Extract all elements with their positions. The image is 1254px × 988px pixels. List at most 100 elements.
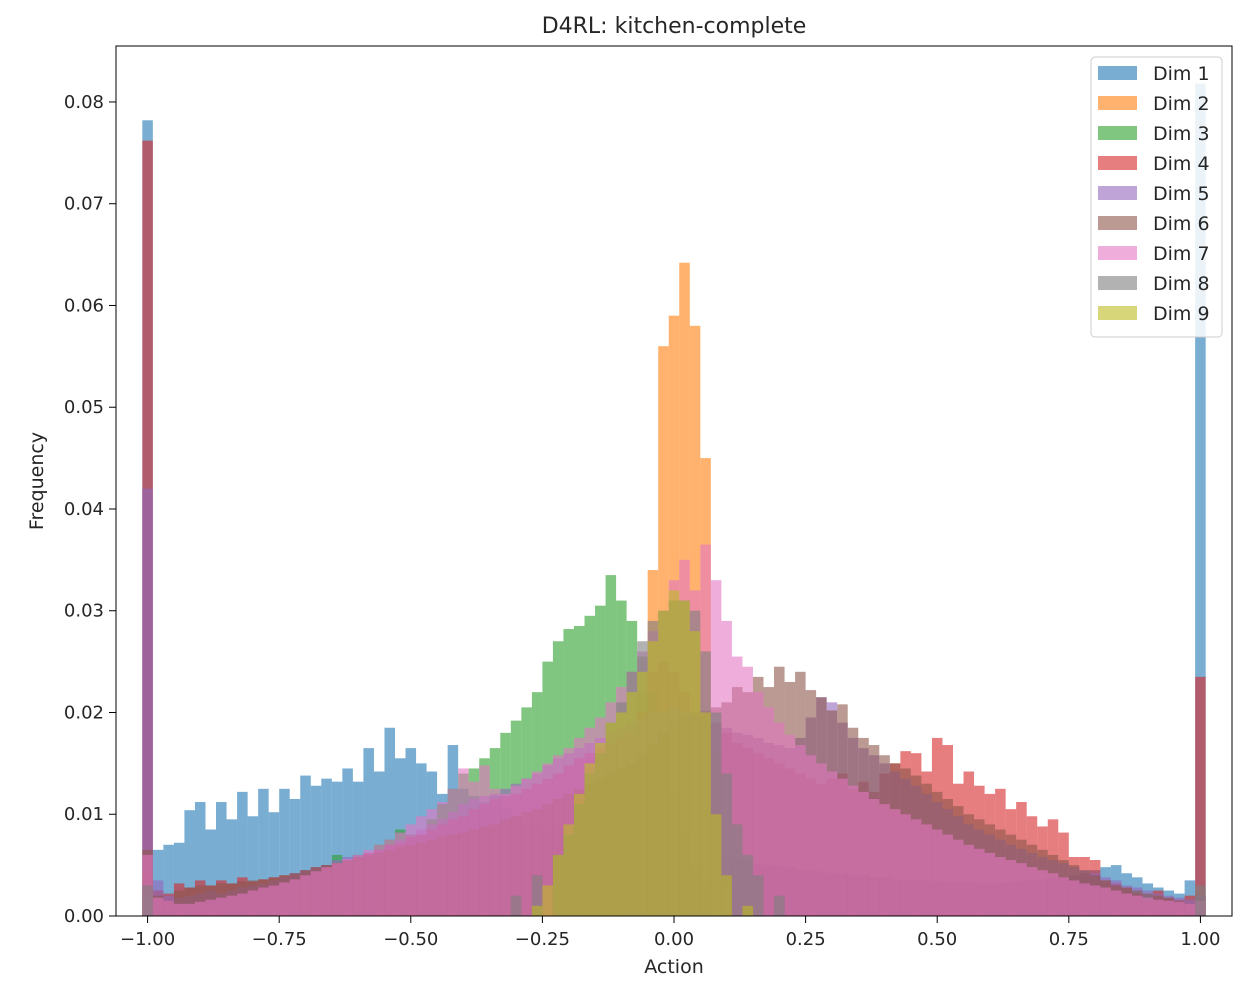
histogram-bar: [942, 834, 953, 916]
histogram-bar: [1174, 901, 1185, 916]
histogram-bar: [1163, 900, 1175, 916]
histogram-bar: [1153, 899, 1164, 916]
histogram-bar: [584, 763, 596, 916]
legend-label: Dim 3: [1153, 123, 1210, 145]
histogram-bar: [342, 768, 353, 916]
histogram-bar: [826, 771, 838, 916]
legend-swatch: [1098, 66, 1137, 80]
histogram-bar: [142, 488, 153, 916]
legend: Dim 1 Dim 2 Dim 3 Dim 4 Dim 5 Dim 6 Dim 7 Dim 8…: [1090, 56, 1223, 338]
histogram-bar: [500, 793, 511, 916]
histogram-bar: [310, 871, 322, 916]
histogram-bar: [731, 824, 743, 916]
histogram-bar: [563, 824, 574, 916]
histogram-bar: [363, 748, 374, 916]
histogram-bar: [847, 785, 859, 916]
x-axis-ticks: −1.00 −0.75 −0.50 −0.25 0.00 0.25 0.50 0.75 1.00: [120, 916, 1220, 950]
histogram-bar: [752, 875, 764, 916]
histogram-bar: [963, 844, 975, 916]
histogram-bar: [742, 905, 753, 916]
histogram-bar: [1026, 867, 1038, 916]
histogram-bar: [637, 671, 648, 916]
histogram-bar: [310, 785, 322, 916]
histogram-bar: [721, 620, 732, 916]
y-tick-label: 0.04: [64, 499, 104, 520]
x-tick-label: 0.00: [654, 929, 694, 950]
histogram-bar: [1184, 903, 1196, 916]
histogram-bar: [689, 631, 701, 916]
histogram-bar: [331, 781, 343, 916]
histogram-bar: [1079, 883, 1090, 916]
histogram-bar: [142, 885, 153, 916]
histogram-bar: [1131, 895, 1143, 916]
histogram-bar: [373, 771, 385, 916]
histogram-bar: [510, 785, 522, 916]
histogram-bar: [1195, 83, 1206, 916]
legend-swatch: [1098, 126, 1137, 140]
histogram-bar: [194, 885, 206, 916]
histogram-bar: [984, 852, 996, 916]
y-tick-label: 0.01: [64, 804, 104, 825]
histogram-bars: [142, 83, 1206, 916]
histogram-bar: [268, 885, 280, 916]
histogram-bar: [626, 692, 638, 916]
histogram-bar: [237, 791, 248, 916]
histogram-bar: [889, 809, 901, 916]
histogram-bar: [510, 895, 522, 916]
histogram-bar: [321, 778, 332, 916]
histogram-bar: [1089, 885, 1101, 916]
histogram-bar: [437, 802, 448, 916]
histogram-bar: [184, 887, 195, 916]
histogram-bar: [1068, 880, 1080, 916]
histogram-bar: [552, 755, 564, 916]
histogram-bar: [742, 666, 753, 916]
y-tick-label: 0.00: [64, 906, 104, 927]
histogram-bar: [910, 819, 922, 916]
x-tick-label: 1.00: [1180, 929, 1220, 950]
histogram-bar: [405, 824, 417, 916]
histogram-bar: [489, 788, 501, 916]
y-tick-label: 0.03: [64, 601, 104, 622]
histogram-bar: [700, 712, 711, 916]
histogram-bar: [258, 788, 269, 916]
histogram-bar: [595, 743, 606, 916]
histogram-bar: [605, 722, 617, 916]
y-axis-label: Frequency: [26, 432, 48, 530]
histogram-bar: [458, 768, 469, 916]
histogram-bar: [300, 775, 311, 916]
histogram-bar: [721, 875, 732, 916]
histogram-bar: [552, 854, 564, 916]
histogram-bar: [679, 600, 690, 916]
histogram-bar: [373, 844, 385, 916]
series-9-bars: [531, 590, 753, 916]
histogram-bar: [868, 798, 880, 916]
histogram-bar: [1037, 870, 1048, 916]
legend-swatch: [1098, 186, 1137, 200]
legend-label: Dim 6: [1153, 213, 1210, 235]
histogram-bar: [774, 722, 785, 916]
legend-swatch: [1098, 96, 1137, 110]
legend-label: Dim 7: [1153, 243, 1210, 265]
histogram-bar: [731, 656, 743, 916]
histogram-bar: [616, 712, 627, 916]
histogram-bar: [173, 890, 185, 916]
histogram-bar: [1016, 863, 1027, 916]
histogram-bar: [237, 893, 248, 916]
histogram-bar: [931, 829, 943, 916]
histogram-bar: [321, 867, 332, 916]
histogram-bar: [542, 763, 553, 916]
legend-label: Dim 5: [1153, 183, 1210, 205]
histogram-bar: [279, 882, 290, 916]
histogram-bar: [784, 734, 796, 916]
histogram-bar: [258, 887, 269, 916]
histogram-bar: [163, 844, 174, 916]
histogram-bar: [300, 875, 311, 916]
legend-swatch: [1098, 306, 1137, 320]
histogram-bar: [710, 814, 722, 916]
x-tick-label: −1.00: [120, 929, 175, 950]
histogram-bar: [542, 885, 553, 916]
legend-label: Dim 2: [1153, 93, 1210, 115]
legend-label: Dim 9: [1153, 303, 1210, 325]
histogram-bar: [647, 641, 659, 916]
